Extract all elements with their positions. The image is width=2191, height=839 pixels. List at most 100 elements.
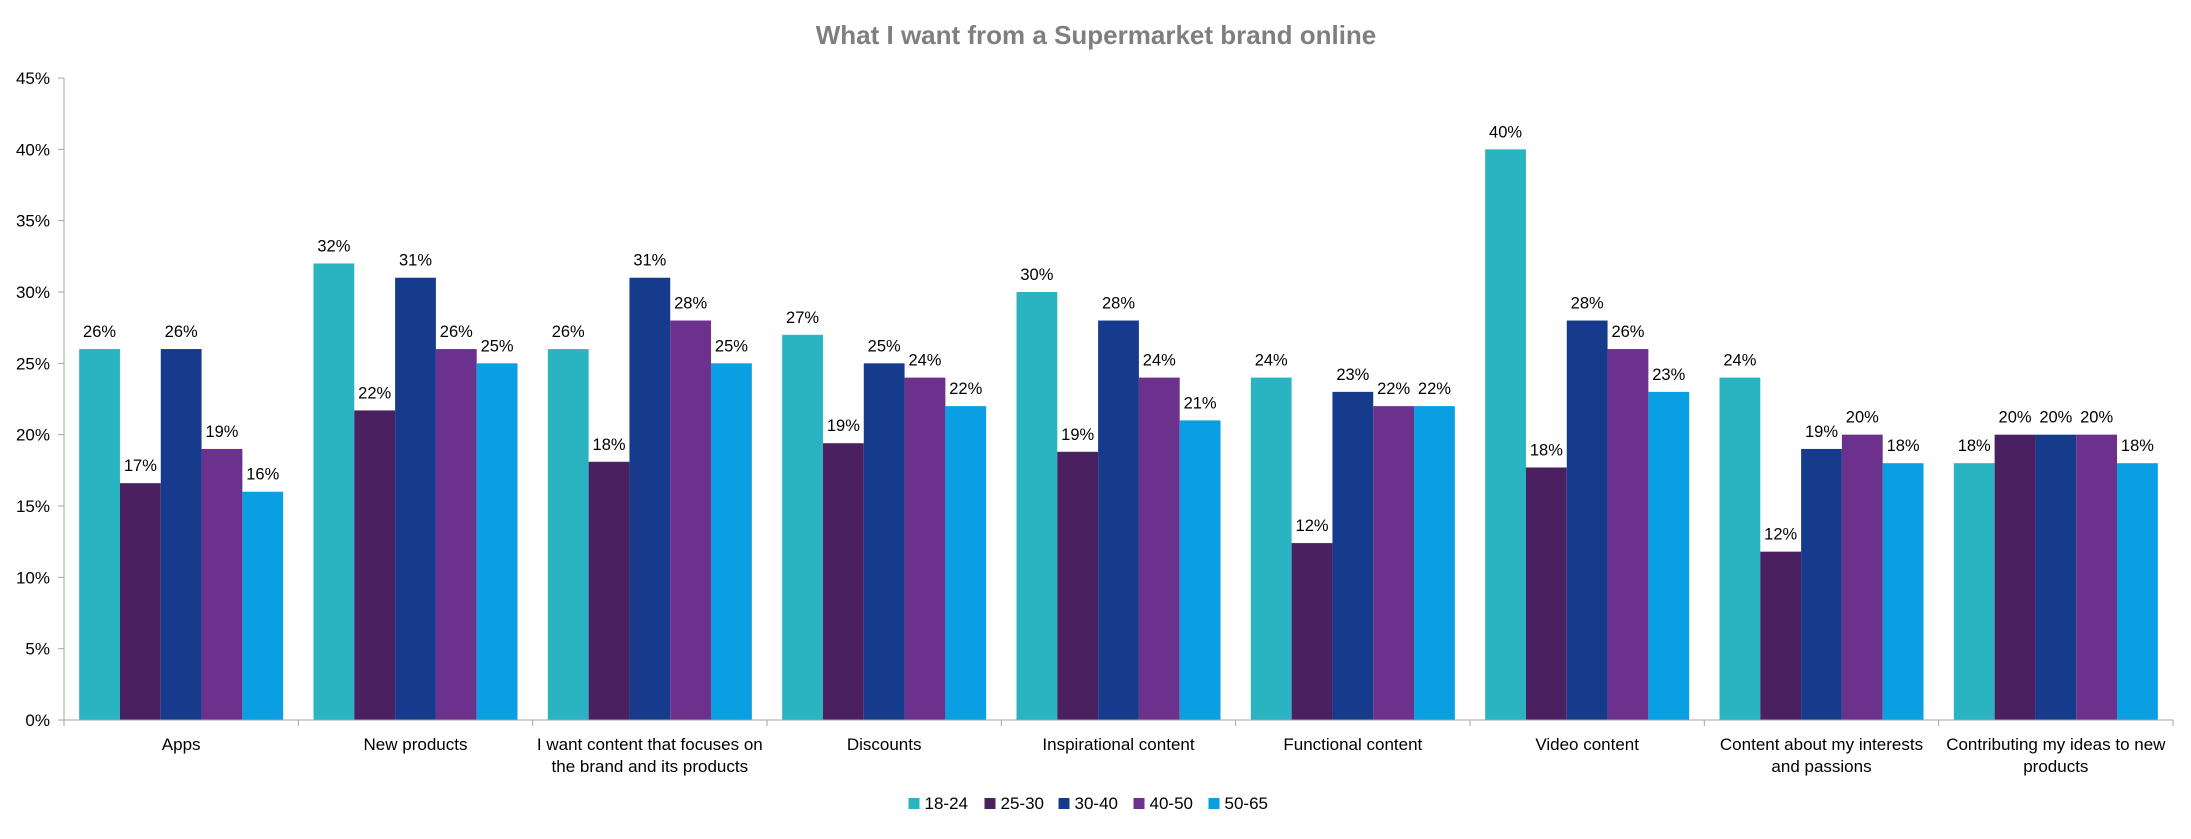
bar-data-label: 17% [124, 457, 157, 475]
bar [1332, 391, 1374, 720]
legend: 18-24 25-30 30-40 40-50 50-65 [908, 794, 1268, 813]
x-category-label: Functional content [1283, 735, 1422, 754]
bar [160, 349, 202, 720]
bar-data-label: 27% [786, 309, 819, 327]
y-tick-label: 30% [16, 283, 50, 302]
bar [1525, 467, 1567, 720]
legend-swatch [908, 798, 920, 809]
x-category-label: Inspirational content [1042, 735, 1194, 754]
y-tick-label: 5% [25, 640, 50, 659]
bar [1719, 377, 1761, 720]
legend-item: 25-30 [984, 794, 1044, 813]
y-tick-label: 20% [16, 426, 50, 445]
bar-data-label: 23% [1336, 366, 1369, 384]
legend-label: 30-40 [1075, 794, 1118, 813]
bar [119, 483, 161, 720]
bar-data-label: 19% [827, 417, 860, 435]
bar [1648, 391, 1690, 720]
bars [79, 149, 2158, 721]
bar-data-label: 24% [1255, 352, 1288, 370]
bar-data-label: 24% [1143, 352, 1176, 370]
legend-item: 40-50 [1133, 794, 1193, 813]
bar-data-label: 18% [1530, 441, 1563, 459]
bar [1994, 434, 2036, 720]
bar-data-label: 12% [1764, 526, 1797, 544]
bar [547, 349, 589, 720]
bar [395, 277, 436, 720]
bar-data-label: 25% [481, 337, 514, 355]
bar [1016, 292, 1058, 720]
bar [782, 334, 823, 720]
bar [711, 363, 752, 720]
legend-item: 30-40 [1058, 794, 1118, 813]
x-category-label: Discounts [847, 735, 922, 754]
bar [435, 349, 477, 720]
bar-data-label: 28% [1571, 295, 1604, 313]
bar-data-label: 23% [1652, 366, 1685, 384]
bar-data-label: 19% [205, 423, 238, 441]
bar-data-label: 21% [1184, 394, 1217, 412]
bar [1566, 320, 1608, 720]
legend-item: 18-24 [908, 794, 968, 813]
bar [629, 277, 671, 720]
legend-swatch [1208, 798, 1220, 809]
y-tick-label: 25% [16, 354, 50, 373]
x-category-label-line: Inspirational content [1042, 735, 1194, 754]
bar-data-label: 18% [2121, 437, 2154, 455]
bar-data-label: 26% [83, 323, 116, 341]
y-axis: 0% 5% 10% 15% 20% 25% 30% 35% 40% 45% [16, 69, 65, 730]
bar [313, 263, 355, 720]
bar-data-label: 20% [2080, 409, 2113, 427]
bar-data-label: 20% [2039, 409, 2072, 427]
bar [904, 377, 946, 720]
y-tick-label: 15% [16, 497, 50, 516]
bar-data-label: 18% [1887, 437, 1920, 455]
y-tick-label: 35% [16, 212, 50, 231]
bar [1882, 463, 1924, 720]
x-category-label-line: Video content [1535, 735, 1639, 754]
bar [1057, 451, 1099, 720]
bar-data-label: 26% [440, 323, 473, 341]
bar-data-label: 26% [165, 323, 198, 341]
bar-data-label: 16% [246, 466, 279, 484]
bar [1414, 406, 1455, 720]
bar [945, 406, 987, 720]
bar [1841, 434, 1883, 720]
x-category-label: New products [364, 735, 468, 754]
bar-data-label: 24% [1723, 352, 1756, 370]
y-tick-label: 45% [16, 69, 50, 88]
legend-label: 25-30 [1001, 794, 1044, 813]
x-category-label: Video content [1535, 735, 1639, 754]
x-category-label-line: Content about my interests [1720, 735, 1923, 754]
bar [822, 443, 864, 720]
bar-data-label: 30% [1020, 266, 1053, 284]
bar-data-label: 24% [908, 352, 941, 370]
bar-data-label: 22% [949, 380, 982, 398]
x-category-label-line: Functional content [1283, 735, 1422, 754]
legend-swatch [1058, 798, 1070, 809]
bar [2035, 434, 2077, 720]
bar [863, 363, 905, 720]
bar [1098, 320, 1139, 720]
bar [1801, 448, 1842, 720]
bar-data-label: 26% [1611, 323, 1644, 341]
bar-data-label: 26% [552, 323, 585, 341]
bar-data-label: 19% [1061, 426, 1094, 444]
bar-data-label: 40% [1489, 123, 1522, 141]
y-tick-label: 10% [16, 568, 50, 587]
bar-data-label: 20% [1999, 409, 2032, 427]
y-tick-label: 0% [25, 711, 50, 730]
bar [1373, 406, 1415, 720]
legend-label: 40-50 [1150, 794, 1193, 813]
x-category-label: Apps [162, 735, 201, 754]
legend-swatch [984, 798, 996, 809]
bar-data-label: 12% [1296, 517, 1329, 535]
bar-data-label: 32% [317, 237, 350, 255]
bar-data-label: 18% [593, 436, 626, 454]
bar [1250, 377, 1292, 720]
bar-data-label: 18% [1958, 437, 1991, 455]
bar-data-label: 25% [868, 337, 901, 355]
bar-data-label: 25% [715, 337, 748, 355]
bar [476, 363, 518, 720]
